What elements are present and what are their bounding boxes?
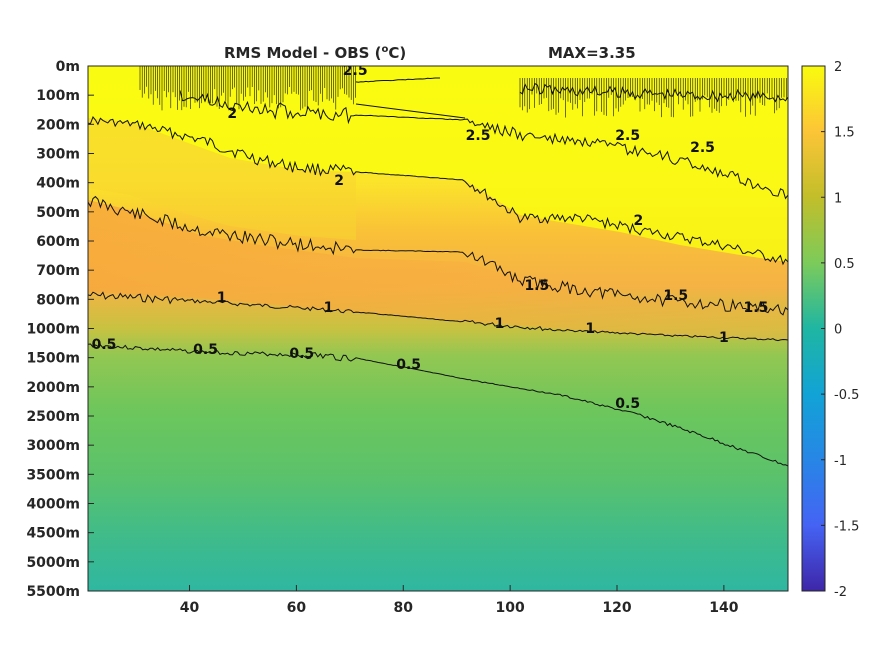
contour-1.5 (88, 195, 788, 316)
contour-label: 0.5 (92, 337, 117, 353)
y-axis: 0m 100m 200m 300m 400m 500m 600m 700m 800m 1000m 1… (26, 59, 94, 600)
contour-label: 1.5 (663, 288, 688, 304)
y-tick-label: 2000m (26, 380, 80, 396)
contour-label: 2.5 (690, 140, 715, 156)
contour-label: 1.5 (524, 278, 549, 294)
contour-label: 1 (585, 321, 595, 337)
y-tick-label: 4500m (26, 526, 80, 542)
contour-label: 2 (227, 106, 237, 122)
colorbar: 2 1.5 1 0.5 0 -0.5 -1 -1.5 -2 (801, 60, 859, 600)
contour-label: 2 (334, 173, 344, 189)
x-tick-label: 140 (709, 600, 738, 616)
colorbar-ticks: 2 1.5 1 0.5 0 -0.5 -1 -1.5 -2 (821, 60, 859, 600)
x-tick-label: 100 (496, 600, 525, 616)
contour-label: 0.5 (615, 396, 640, 412)
contour-label: 1 (217, 290, 227, 306)
y-tick-label: 500m (36, 205, 80, 221)
contour-2.5b (355, 103, 466, 119)
y-tick-label: 1000m (26, 322, 80, 338)
plot-area: 2.5 2 2.5 2.5 2.5 2 2 1.5 1.5 1.5 1 1 1 1 1 0.5 0.5 0.5 0.… (88, 63, 788, 591)
y-tick-label: 5500m (26, 584, 80, 600)
contour-label: 2.5 (615, 128, 640, 144)
y-tick-label: 100m (36, 88, 80, 104)
contour-label: 0.5 (193, 342, 218, 358)
yellow-region (88, 66, 788, 262)
x-tick-label: 60 (287, 600, 307, 616)
y-tick-label: 4000m (26, 497, 80, 513)
contour-label: 2.5 (343, 63, 368, 79)
contour-label: 1.5 (744, 300, 769, 316)
colorbar-tick-label: 1 (834, 191, 842, 206)
colorbar-tick-label: 0 (834, 323, 842, 338)
contour-labels: 2.5 2 2.5 2.5 2.5 2 2 1.5 1.5 1.5 1 1 1 1 1 0.5 0.5 0.5 0.… (92, 63, 769, 412)
colorbar-tick-label: -0.5 (834, 388, 859, 403)
contour-label: 1 (495, 316, 505, 332)
contour-label: 1 (719, 330, 729, 346)
y-tick-label: 700m (36, 263, 80, 279)
y-tick-label: 0m (56, 59, 80, 75)
contour-lines (88, 66, 788, 467)
y-tick-label: 3000m (26, 438, 80, 454)
colorbar-tick-label: 0.5 (834, 257, 855, 272)
x-tick-label: 40 (180, 600, 200, 616)
x-tick-label: 120 (602, 600, 631, 616)
colorbar-tick-label: -1 (834, 454, 847, 469)
y-tick-label: 1500m (26, 351, 80, 367)
contour-1 (88, 291, 788, 342)
colorbar-tick-label: 2 (834, 60, 842, 75)
y-tick-label: 400m (36, 176, 80, 192)
contour-0.5 (88, 343, 788, 467)
contour-label: 0.5 (289, 346, 314, 362)
max-label: MAX=3.35 (548, 44, 636, 62)
x-tick-label: 80 (394, 600, 414, 616)
y-tick-label: 200m (36, 117, 80, 133)
orange-band (88, 200, 788, 340)
contour-label: 1 (324, 300, 334, 316)
contour-label: 2 (634, 213, 644, 229)
y-tick-label: 800m (36, 292, 80, 308)
y-tick-label: 3500m (26, 467, 80, 483)
yellow-region-left (88, 118, 356, 240)
chart-title: RMS Model - OBS (oC) (224, 44, 406, 62)
y-tick-label: 600m (36, 234, 80, 250)
colorbar-tick-label: -2 (834, 585, 847, 600)
y-tick-label: 300m (36, 147, 80, 163)
x-axis: 40 60 80 100 120 140 (180, 585, 739, 616)
colorbar-tick-label: 1.5 (834, 126, 855, 141)
contour-2.5 (355, 77, 440, 83)
contour-label: 0.5 (396, 357, 421, 373)
y-tick-label: 5000m (26, 555, 80, 571)
y-tick-label: 2500m (26, 409, 80, 425)
contour-label: 2.5 (466, 128, 491, 144)
contour-top (519, 82, 788, 103)
surface-noise-contours (139, 66, 787, 118)
colorbar-tick-label: -1.5 (834, 519, 859, 534)
contour-2a (88, 116, 788, 266)
contour-2b (179, 90, 788, 200)
